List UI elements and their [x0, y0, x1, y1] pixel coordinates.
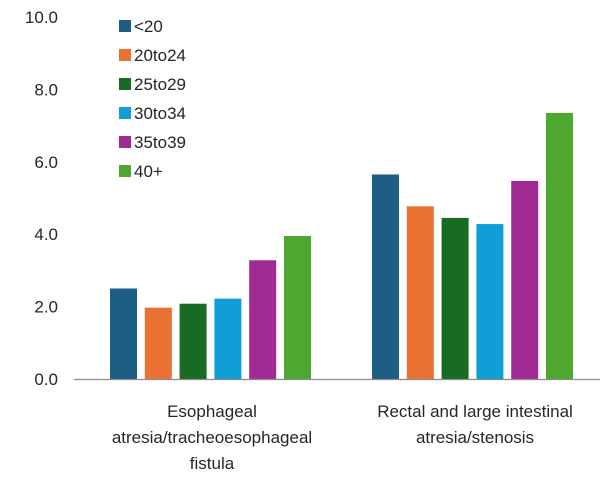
y-axis: 0.0 2.0 4.0 6.0 8.0 10.0	[25, 8, 58, 389]
y-tick-label: 10.0	[25, 8, 58, 27]
bar	[214, 298, 242, 379]
y-tick-label: 2.0	[34, 298, 58, 317]
category-label: Rectal and large intestinal	[377, 402, 573, 421]
bar	[372, 174, 399, 379]
legend-label: 25to29	[134, 75, 186, 94]
bar	[284, 236, 311, 379]
bar	[249, 260, 277, 379]
legend-label: 40+	[134, 162, 163, 181]
y-tick-label: 0.0	[34, 370, 58, 389]
legend-swatch	[119, 136, 131, 148]
category-label: fistula	[190, 454, 235, 473]
bar	[511, 180, 539, 379]
legend-label: 30to34	[134, 104, 186, 123]
bars	[110, 112, 573, 380]
bar	[406, 206, 434, 379]
category-label: atresia/tracheoesophageal	[112, 428, 312, 447]
legend-label: 20to24	[134, 46, 186, 65]
legend-swatch	[119, 20, 131, 32]
legend: <20 20to24 25to29 30to34 35to39 40+	[119, 17, 186, 181]
bar	[476, 224, 504, 379]
y-tick-label: 4.0	[34, 225, 58, 244]
category-label: Esophageal	[167, 402, 257, 421]
x-axis: Esophageal atresia/tracheoesophageal fistu…	[74, 378, 600, 473]
legend-swatch	[119, 49, 131, 61]
bar	[110, 288, 137, 379]
y-tick-label: 6.0	[34, 153, 58, 172]
y-tick-label: 8.0	[34, 80, 58, 99]
bar	[179, 303, 207, 379]
legend-label: <20	[134, 17, 163, 36]
legend-label: 35to39	[134, 133, 186, 152]
category-label: atresia/stenosis	[416, 428, 534, 447]
bar	[441, 217, 469, 379]
legend-swatch	[119, 78, 131, 90]
bar	[144, 307, 172, 379]
bar	[546, 112, 573, 380]
legend-swatch	[119, 165, 131, 177]
legend-swatch	[119, 107, 131, 119]
